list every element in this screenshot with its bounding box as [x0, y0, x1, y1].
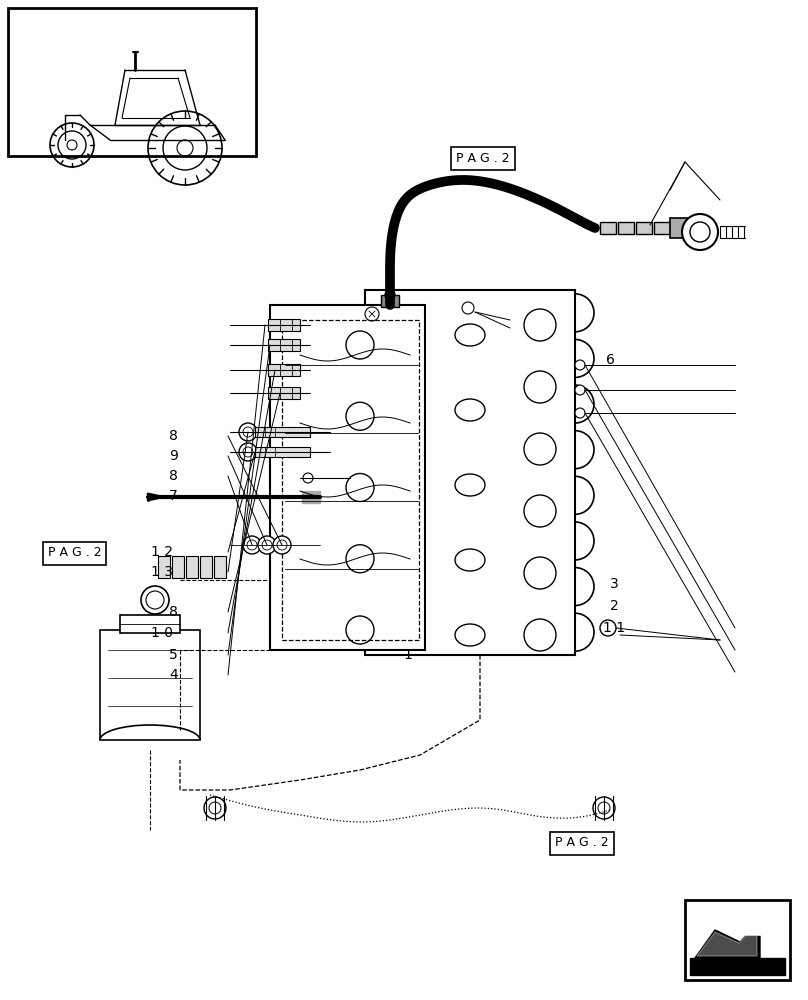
Circle shape — [273, 536, 291, 554]
Circle shape — [385, 290, 395, 300]
Circle shape — [600, 620, 616, 636]
Bar — [158, 556, 170, 578]
Text: 7: 7 — [170, 489, 178, 503]
Text: 9: 9 — [170, 449, 178, 463]
Bar — [172, 556, 184, 578]
Text: 8: 8 — [170, 429, 178, 443]
Text: 8: 8 — [170, 469, 178, 483]
Polygon shape — [695, 920, 760, 958]
Bar — [255, 427, 310, 437]
Circle shape — [243, 536, 261, 554]
Bar — [600, 222, 616, 234]
Bar — [365, 290, 575, 655]
Bar — [200, 556, 212, 578]
Polygon shape — [697, 923, 757, 956]
Text: 1: 1 — [404, 648, 412, 662]
Circle shape — [682, 214, 718, 250]
Text: 4: 4 — [170, 668, 178, 682]
Polygon shape — [90, 125, 225, 140]
Circle shape — [303, 473, 313, 483]
Bar — [268, 319, 300, 331]
Circle shape — [575, 360, 585, 370]
Text: P A G . 2: P A G . 2 — [555, 836, 608, 850]
Circle shape — [575, 385, 585, 395]
Bar — [381, 295, 399, 307]
Text: 2: 2 — [610, 599, 618, 613]
Bar — [8, 8, 256, 156]
Text: 3: 3 — [610, 577, 618, 591]
Bar — [654, 222, 670, 234]
Circle shape — [141, 586, 169, 614]
Bar — [100, 630, 200, 740]
Polygon shape — [302, 491, 320, 503]
Text: 8: 8 — [170, 605, 178, 619]
Text: 1 1: 1 1 — [603, 621, 625, 635]
Text: P A G . 2: P A G . 2 — [457, 151, 510, 164]
Bar — [255, 447, 310, 457]
Circle shape — [239, 423, 257, 441]
Circle shape — [204, 797, 226, 819]
Text: 1 2: 1 2 — [150, 545, 173, 559]
Bar — [120, 615, 180, 633]
Text: 5: 5 — [170, 648, 178, 662]
Circle shape — [239, 443, 257, 461]
Bar — [186, 556, 198, 578]
Bar — [214, 556, 226, 578]
Polygon shape — [740, 910, 760, 935]
Bar — [685, 900, 790, 980]
Text: P A G . 2: P A G . 2 — [48, 546, 101, 560]
Polygon shape — [740, 910, 760, 935]
Polygon shape — [690, 958, 785, 975]
Bar — [618, 222, 634, 234]
Bar — [636, 222, 652, 234]
Circle shape — [575, 408, 585, 418]
Bar — [268, 339, 300, 351]
Bar — [268, 387, 300, 399]
Bar — [270, 305, 425, 650]
Bar — [268, 364, 300, 376]
Text: 1 0: 1 0 — [150, 626, 173, 640]
Text: 6: 6 — [606, 353, 614, 367]
Circle shape — [258, 536, 276, 554]
Bar — [670, 218, 692, 238]
Text: 1 3: 1 3 — [150, 565, 173, 579]
Bar — [282, 320, 419, 640]
Circle shape — [593, 797, 615, 819]
